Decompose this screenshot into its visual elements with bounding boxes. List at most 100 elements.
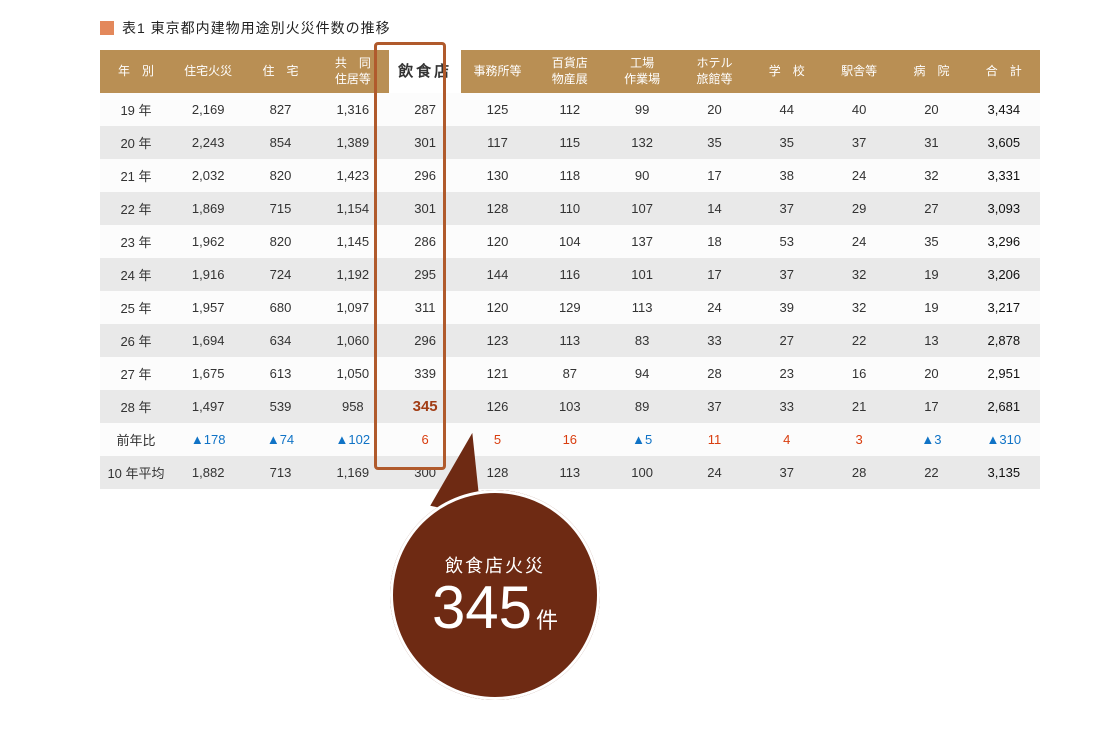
- table-cell: 125: [461, 93, 533, 126]
- table-cell: 112: [534, 93, 606, 126]
- table-cell: 115: [534, 126, 606, 159]
- callout-bubble: 飲食店火災 345件: [390, 490, 600, 700]
- column-header: 年 別: [100, 50, 172, 93]
- table-cell: 126: [461, 390, 533, 423]
- table-cell: 103: [534, 390, 606, 423]
- table-cell: 1,916: [172, 258, 244, 291]
- table-cell: 1,145: [317, 225, 389, 258]
- table-cell: 3,605: [968, 126, 1040, 159]
- table-cell: 301: [389, 126, 461, 159]
- table-cell: 1,497: [172, 390, 244, 423]
- column-header: 駅舎等: [823, 50, 895, 93]
- callout-value: 345: [432, 574, 532, 641]
- table-cell: 129: [534, 291, 606, 324]
- table-cell: 35: [895, 225, 967, 258]
- table-cell: 2,169: [172, 93, 244, 126]
- table-cell: 35: [678, 126, 750, 159]
- table-cell: 120: [461, 291, 533, 324]
- table-cell: 13: [895, 324, 967, 357]
- table-cell: 89: [606, 390, 678, 423]
- table-cell: 117: [461, 126, 533, 159]
- table-row: 24 年1,9167241,192295144116101173732193,2…: [100, 258, 1040, 291]
- callout-value-row: 345件: [432, 578, 558, 638]
- column-header: ホテル旅館等: [678, 50, 750, 93]
- table-cell: 120: [461, 225, 533, 258]
- table-cell: 16: [534, 423, 606, 456]
- table-cell: 104: [534, 225, 606, 258]
- table-cell: 3,206: [968, 258, 1040, 291]
- table-cell: ▲310: [968, 423, 1040, 456]
- table-row: 前年比▲178▲74▲1026516▲51143▲3▲310: [100, 423, 1040, 456]
- table-cell: 958: [317, 390, 389, 423]
- table-cell: 33: [678, 324, 750, 357]
- table-cell: 37: [823, 126, 895, 159]
- column-header: 工場作業場: [606, 50, 678, 93]
- table-cell: 144: [461, 258, 533, 291]
- table-cell: 1,423: [317, 159, 389, 192]
- table-title: 表1 東京都内建物用途別火災件数の推移: [122, 18, 391, 38]
- table-cell: 854: [244, 126, 316, 159]
- table-cell: 39: [751, 291, 823, 324]
- table-cell: 2,243: [172, 126, 244, 159]
- table-cell: 17: [678, 159, 750, 192]
- table-cell: 24: [678, 456, 750, 489]
- table-cell: 2,951: [968, 357, 1040, 390]
- table-cell: 29: [823, 192, 895, 225]
- table-cell: 37: [751, 258, 823, 291]
- table-cell: 35: [751, 126, 823, 159]
- table-cell: 118: [534, 159, 606, 192]
- table-cell: 26 年: [100, 324, 172, 357]
- table-cell: 99: [606, 93, 678, 126]
- column-header: 事務所等: [461, 50, 533, 93]
- table-cell: 634: [244, 324, 316, 357]
- table-cell: 116: [534, 258, 606, 291]
- table-cell: 1,869: [172, 192, 244, 225]
- table-cell: 31: [895, 126, 967, 159]
- table-cell: 137: [606, 225, 678, 258]
- table-cell: 295: [389, 258, 461, 291]
- table-cell: ▲74: [244, 423, 316, 456]
- table-cell: 820: [244, 225, 316, 258]
- table-cell: 24: [823, 159, 895, 192]
- table-cell: 3: [823, 423, 895, 456]
- table-cell: ▲102: [317, 423, 389, 456]
- table-cell: 121: [461, 357, 533, 390]
- table-cell: 28 年: [100, 390, 172, 423]
- table-cell: 21 年: [100, 159, 172, 192]
- table-cell: 113: [606, 291, 678, 324]
- table-cell: 724: [244, 258, 316, 291]
- table-cell: 37: [678, 390, 750, 423]
- table-row: 21 年2,0328201,42329613011890173824323,33…: [100, 159, 1040, 192]
- table-cell: 28: [823, 456, 895, 489]
- title-square-icon: [100, 21, 114, 35]
- column-header: 住 宅: [244, 50, 316, 93]
- table-cell: 10 年平均: [100, 456, 172, 489]
- table-cell: 1,389: [317, 126, 389, 159]
- table-cell: 1,060: [317, 324, 389, 357]
- table-cell: 2,032: [172, 159, 244, 192]
- table-cell: 37: [751, 192, 823, 225]
- table-cell: 1,882: [172, 456, 244, 489]
- table-cell: 539: [244, 390, 316, 423]
- table-cell: 1,154: [317, 192, 389, 225]
- table-cell: 32: [823, 258, 895, 291]
- table-cell: ▲178: [172, 423, 244, 456]
- table-cell: 311: [389, 291, 461, 324]
- table-cell: 3,135: [968, 456, 1040, 489]
- table-cell: 20: [895, 357, 967, 390]
- table-cell: 130: [461, 159, 533, 192]
- table-cell: 1,169: [317, 456, 389, 489]
- table-cell: 296: [389, 324, 461, 357]
- table-cell: 3,434: [968, 93, 1040, 126]
- table-cell: 1,957: [172, 291, 244, 324]
- table-cell: 107: [606, 192, 678, 225]
- table-cell: 1,694: [172, 324, 244, 357]
- table-cell: 287: [389, 93, 461, 126]
- table-cell: 19: [895, 291, 967, 324]
- table-cell: 17: [895, 390, 967, 423]
- table-cell: 44: [751, 93, 823, 126]
- table-cell: 27 年: [100, 357, 172, 390]
- column-header: 飲食店: [389, 50, 461, 93]
- table-cell: 20: [678, 93, 750, 126]
- table-cell: 713: [244, 456, 316, 489]
